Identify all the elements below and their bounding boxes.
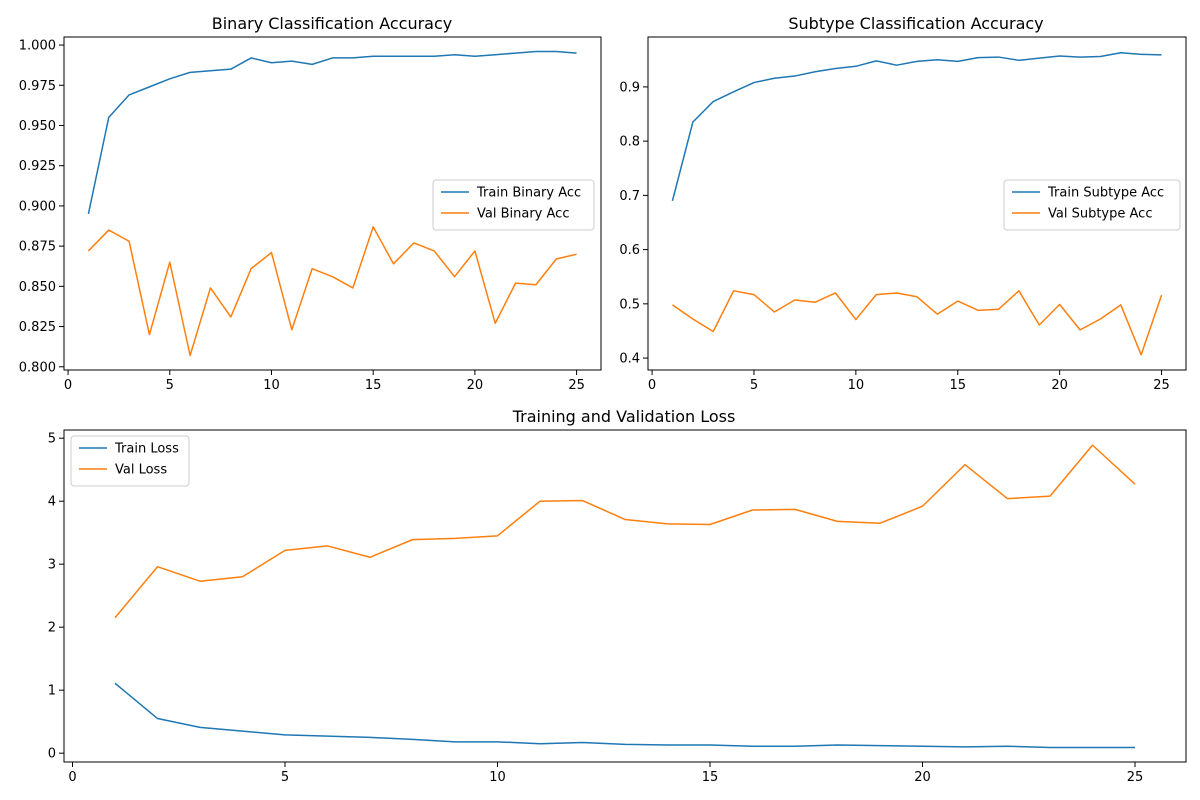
binary-y-tick-label: 0.975	[19, 79, 56, 94]
loss-y-tick-label: 2	[48, 621, 56, 636]
binary-lines	[87, 50, 577, 357]
loss-x-tick-label: 10	[489, 770, 506, 785]
binary-accuracy-chart: Binary Classification Accuracy 0 5 10 15 20 2…	[19, 14, 602, 393]
loss-lines	[114, 444, 1136, 749]
binary-legend: Train Binary Acc Val Binary Acc	[432, 179, 595, 231]
binary-legend-box	[432, 179, 595, 231]
binary-y-tick-label: 0.850	[19, 280, 56, 295]
subtype-y-tick-label: 0.4	[619, 352, 640, 367]
binary-x-tick-label: 10	[263, 378, 280, 393]
loss-series-line-train	[114, 682, 1135, 749]
subtype-x-tick-label: 25	[1153, 378, 1170, 393]
binary-x-tick-label: 15	[365, 378, 382, 393]
binary-y-tick-label: 0.900	[19, 199, 56, 214]
subtype-x-tick-label: 0	[648, 378, 656, 393]
binary-x-tick-label: 0	[64, 378, 72, 393]
subtype-x-tick-label: 15	[949, 378, 966, 393]
loss-legend-label: Train Loss	[114, 442, 179, 457]
subtype-legend-label: Val Subtype Acc	[1048, 207, 1152, 222]
binary-x-tick-label: 5	[166, 378, 174, 393]
subtype-x-tick-label: 10	[848, 378, 865, 393]
loss-legend-label: Val Loss	[115, 463, 167, 478]
loss-ticks: 0 5 10 15 20 25 0 1 2 3 4 5	[48, 432, 1144, 785]
binary-series-line-train	[87, 50, 577, 215]
subtype-x-tick-label: 5	[750, 378, 758, 393]
subtype-legend-box	[1003, 179, 1181, 231]
subtype-legend-label: Train Subtype Acc	[1047, 186, 1164, 201]
subtype-lines	[671, 51, 1163, 356]
subtype-y-tick-label: 0.9	[619, 80, 640, 95]
loss-x-tick-label: 15	[702, 770, 719, 785]
loss-chart: Training and Validation Loss 0 5 10 15 20 250…	[48, 407, 1187, 785]
subtype-series-line-val	[672, 290, 1163, 356]
binary-y-tick-label: 0.925	[19, 159, 56, 174]
binary-y-tick-label: 0.800	[19, 360, 56, 375]
loss-legend: Train Loss Val Loss	[70, 435, 190, 487]
subtype-y-tick-label: 0.8	[619, 135, 640, 150]
loss-y-tick-label: 3	[48, 558, 56, 573]
subtype-y-tick-label: 0.5	[619, 297, 640, 312]
subtype-y-tick-label: 0.7	[619, 189, 640, 204]
loss-series-line-val	[114, 444, 1136, 619]
binary-chart-title: Binary Classification Accuracy	[212, 14, 453, 33]
loss-chart-title: Training and Validation Loss	[512, 407, 736, 426]
loss-y-tick-label: 1	[48, 684, 56, 699]
binary-legend-label: Train Binary Acc	[476, 186, 581, 201]
binary-series-line-val	[87, 226, 577, 357]
binary-y-tick-label: 1.000	[19, 39, 56, 54]
loss-x-tick-label: 25	[1127, 770, 1144, 785]
binary-y-tick-label: 0.950	[19, 119, 56, 134]
binary-y-tick-label: 0.825	[19, 320, 56, 335]
binary-x-tick-label: 20	[467, 378, 484, 393]
binary-y-tick-label: 0.875	[19, 240, 56, 255]
loss-y-tick-label: 0	[48, 747, 56, 762]
subtype-y-tick-label: 0.6	[619, 243, 640, 258]
binary-axes-frame	[63, 36, 602, 371]
loss-x-tick-label: 5	[281, 770, 289, 785]
subtype-axes-frame	[647, 36, 1187, 371]
binary-x-tick-label: 25	[568, 378, 585, 393]
subtype-chart-title: Subtype Classification Accuracy	[788, 14, 1043, 33]
loss-y-tick-label: 5	[48, 432, 56, 447]
loss-x-tick-label: 20	[914, 770, 931, 785]
loss-axes-frame	[63, 429, 1187, 763]
subtype-x-tick-label: 20	[1051, 378, 1068, 393]
subtype-series-line-train	[671, 51, 1162, 201]
subtype-accuracy-chart: Subtype Classification Accuracy 0 5 10 15 20…	[619, 14, 1187, 393]
binary-legend-label: Val Binary Acc	[477, 207, 569, 222]
subtype-legend: Train Subtype Acc Val Subtype Acc	[1003, 179, 1181, 231]
binary-ticks: 0 5 10 15 20 25 0.800 0.825 0.850 0.875 0.900 0.925…	[19, 39, 585, 393]
loss-y-tick-label: 4	[48, 495, 56, 510]
subtype-ticks: 0 5 10 15 20 25 0.4 0.5 0.6 0.7 0.8 0.9	[619, 80, 1170, 393]
loss-x-tick-label: 0	[68, 770, 76, 785]
